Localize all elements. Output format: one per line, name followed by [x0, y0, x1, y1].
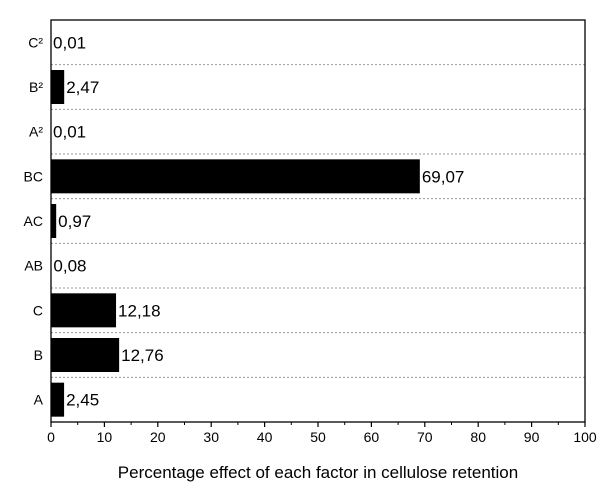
bars [51, 25, 420, 416]
bar-A [51, 383, 64, 417]
category-label-AC: AC [24, 213, 43, 229]
x-tick-label: 90 [524, 429, 540, 445]
bar-B² [51, 70, 64, 104]
value-label-C: 12,18 [118, 301, 161, 320]
category-label-B²: B² [29, 79, 43, 95]
x-tick-label: 50 [310, 429, 326, 445]
category-label-B: B [34, 347, 43, 363]
value-label-A: 2,45 [66, 391, 99, 410]
x-tick-label: 40 [257, 429, 273, 445]
x-axis-title: Percentage effect of each factor in cell… [118, 463, 518, 482]
bar-B [51, 338, 119, 372]
x-tick-label: 30 [203, 429, 219, 445]
value-label-A²: 0,01 [53, 123, 86, 142]
category-label-AB: AB [24, 258, 43, 274]
category-label-BC: BC [24, 168, 43, 184]
value-label-AB: 0,08 [53, 257, 86, 276]
bar-AC [51, 204, 56, 238]
category-label-C²: C² [28, 34, 43, 50]
value-label-AC: 0,97 [58, 212, 91, 231]
x-tick-label: 70 [417, 429, 433, 445]
bar-BC [51, 159, 420, 193]
x-tick-label: 10 [97, 429, 113, 445]
x-tick-label: 80 [470, 429, 486, 445]
value-label-BC: 69,07 [422, 167, 465, 186]
grid-lines [51, 65, 585, 378]
x-tick-label: 100 [573, 429, 597, 445]
x-tick-label: 0 [47, 429, 55, 445]
category-label-C: C [33, 302, 43, 318]
value-label-B²: 2,47 [66, 78, 99, 97]
value-label-B: 12,76 [121, 346, 164, 365]
category-label-A: A [34, 392, 44, 408]
bar-C [51, 293, 116, 327]
category-label-A²: A² [29, 124, 43, 140]
value-label-C²: 0,01 [53, 33, 86, 52]
x-tick-label: 20 [150, 429, 166, 445]
x-tick-label: 60 [364, 429, 380, 445]
x-axis-ticks: 0 10 20 30 40 50 60 70 80 90 100 [47, 422, 597, 445]
